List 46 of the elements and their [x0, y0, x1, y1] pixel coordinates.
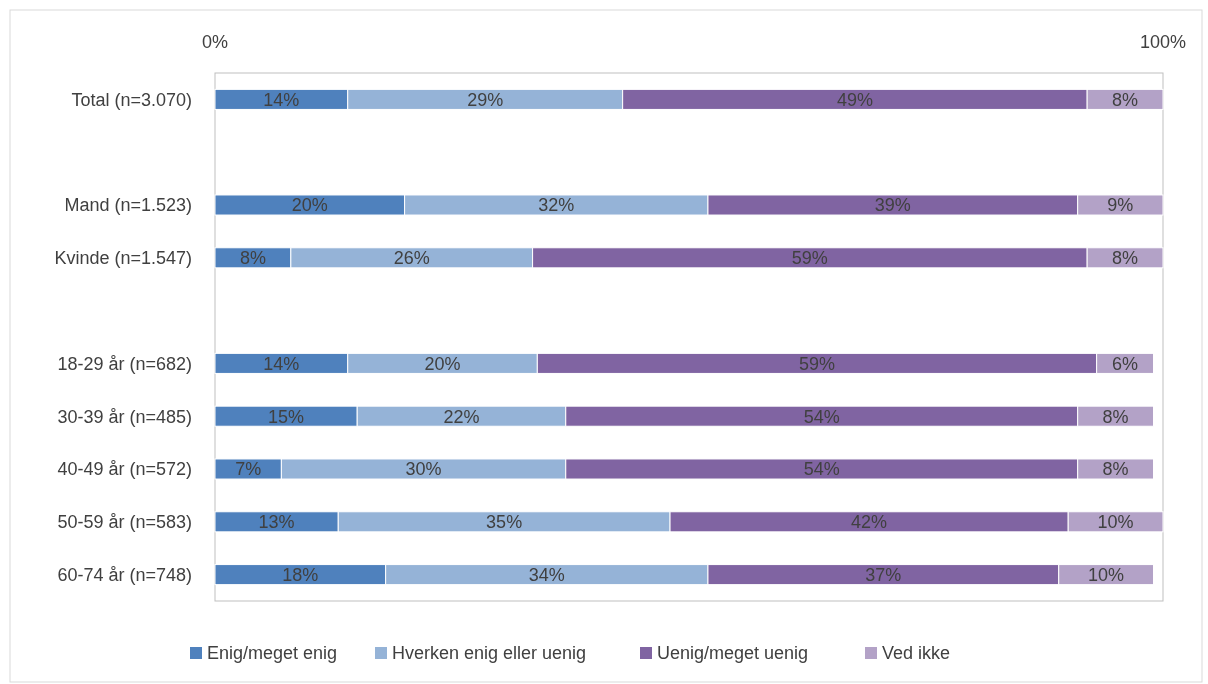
data-label: 34%	[528, 564, 565, 585]
data-label: 20%	[424, 353, 461, 374]
data-label: 59%	[791, 248, 828, 269]
data-label: 9%	[1107, 195, 1134, 216]
legend-label: Hverken enig eller uenig	[392, 643, 587, 664]
data-label: 32%	[538, 195, 575, 216]
y-tick-label: Kvinde (n=1.547)	[54, 248, 192, 269]
data-label: 54%	[803, 459, 840, 480]
data-label: 8%	[1112, 248, 1139, 269]
data-label: 37%	[865, 564, 902, 585]
y-tick-label: 30-39 år (n=485)	[57, 406, 192, 427]
data-label: 54%	[803, 406, 840, 427]
y-tick-label: 40-49 år (n=572)	[57, 459, 192, 480]
data-label: 13%	[258, 512, 295, 533]
data-label: 20%	[291, 195, 328, 216]
legend-label: Uenig/meget uenig	[657, 643, 809, 664]
x-tick-label: 0%	[201, 32, 229, 52]
data-label: 22%	[443, 406, 480, 427]
data-label: 10%	[1088, 564, 1125, 585]
data-label: 15%	[268, 406, 305, 427]
data-label: 35%	[486, 512, 523, 533]
y-tick-label: Total (n=3.070)	[71, 89, 192, 110]
data-label: 14%	[263, 89, 300, 110]
data-label: 7%	[235, 459, 262, 480]
y-tick-label: 18-29 år (n=682)	[57, 353, 192, 374]
data-label: 8%	[1102, 459, 1129, 480]
data-label: 6%	[1112, 353, 1139, 374]
data-label: 30%	[405, 459, 442, 480]
data-label: 10%	[1097, 512, 1134, 533]
data-label: 8%	[1112, 89, 1139, 110]
y-tick-label: Mand (n=1.523)	[64, 195, 192, 216]
data-label: 42%	[851, 512, 888, 533]
data-label: 39%	[874, 195, 911, 216]
y-tick-label: 60-74 år (n=748)	[57, 564, 192, 585]
data-label: 26%	[393, 248, 430, 269]
y-tick-label: 50-59 år (n=583)	[57, 512, 192, 533]
data-label: 8%	[239, 248, 266, 269]
data-label: 49%	[836, 89, 873, 110]
data-label: 14%	[263, 353, 300, 374]
x-tick-label: 100%	[1139, 32, 1187, 52]
data-label: 18%	[282, 564, 319, 585]
data-label: 8%	[1102, 406, 1129, 427]
legend-label: Ved ikke	[882, 643, 951, 664]
legend-label: Enig/meget enig	[207, 643, 338, 664]
data-label: 29%	[467, 89, 504, 110]
data-label: 59%	[798, 353, 835, 374]
